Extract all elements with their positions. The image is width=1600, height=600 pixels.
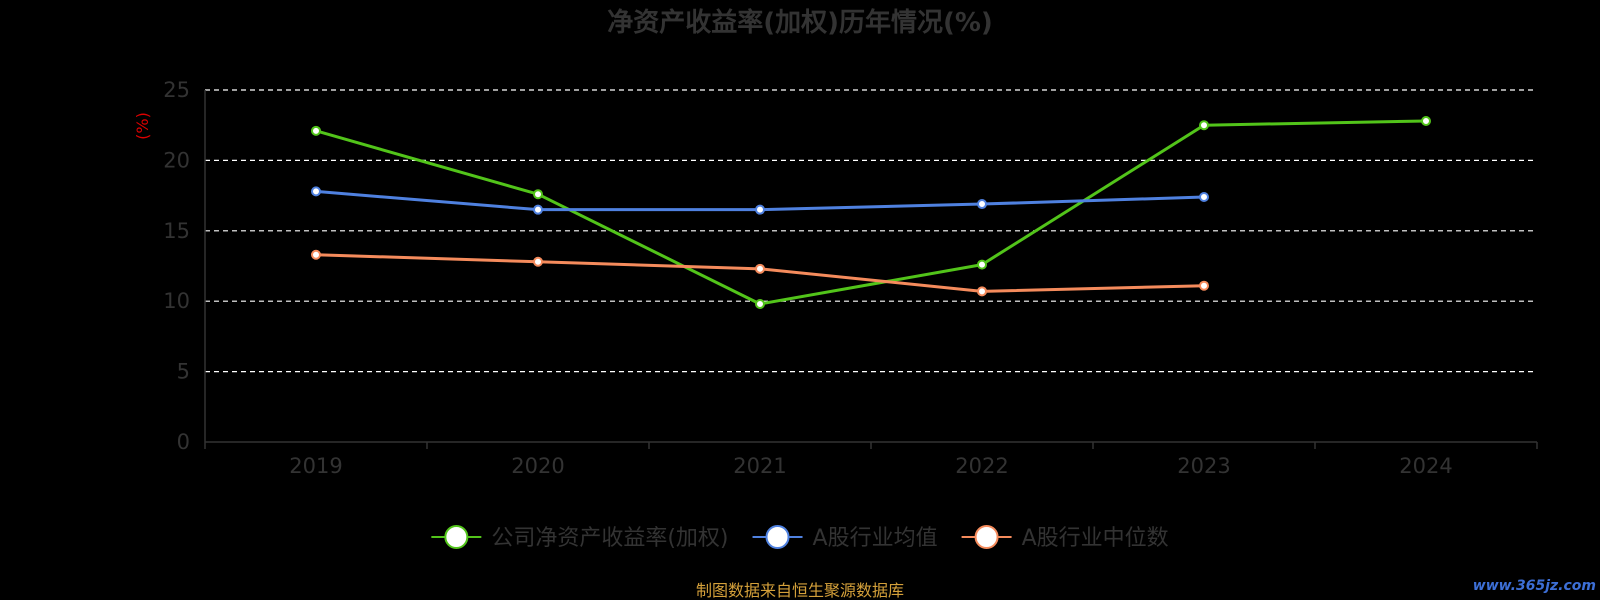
y-tick-label: 0: [177, 430, 190, 454]
legend-marker: [444, 525, 469, 549]
legend-label: 公司净资产收益率(加权): [491, 526, 728, 551]
data-point[interactable]: [311, 186, 321, 197]
data-point[interactable]: [1199, 192, 1209, 203]
data-point[interactable]: [977, 259, 987, 270]
x-tick-label: 2019: [289, 454, 342, 478]
gridlines: [205, 89, 1537, 373]
legend-label: A股行业中位数: [1022, 526, 1169, 551]
legend-marker: [974, 525, 999, 549]
data-point[interactable]: [533, 256, 543, 267]
data-point[interactable]: [1199, 280, 1209, 291]
x-tick-label: 2021: [733, 454, 786, 478]
legend-marker: [765, 525, 790, 549]
site-watermark: www.365jz.com: [1473, 578, 1596, 594]
legend[interactable]: 公司净资产收益率(加权) A股行业均值 A股行业中位数: [431, 525, 1169, 551]
data-point[interactable]: [1421, 115, 1431, 126]
legend-item-2[interactable]: A股行业中位数: [961, 525, 1169, 551]
x-tick-label: 2023: [1177, 454, 1230, 478]
y-tick-label: 15: [163, 219, 190, 243]
data-point[interactable]: [311, 249, 321, 260]
legend-item-0[interactable]: 公司净资产收益率(加权): [431, 525, 729, 551]
series-line-0: [315, 119, 1427, 306]
y-tick-label: 25: [163, 78, 190, 102]
data-point[interactable]: [755, 299, 765, 310]
legend-label: A股行业均值: [813, 526, 938, 551]
data-point[interactable]: [311, 125, 321, 136]
axes: 0 5 10 15 20 25 2019 2020 2021 2022 2023 2024: [163, 78, 1538, 478]
x-tick-label: 2024: [1399, 454, 1452, 478]
legend-item-1[interactable]: A股行业均值: [752, 525, 938, 551]
y-tick-label: 10: [163, 289, 190, 313]
x-tick-label: 2020: [511, 454, 564, 478]
y-tick-label: 20: [163, 148, 190, 172]
data-source-note: 制图数据来自恒生聚源数据库: [696, 581, 904, 600]
chart-title: 净资产收益率(加权)历年情况(%): [607, 7, 993, 38]
data-point[interactable]: [533, 204, 543, 215]
series-lines: [311, 115, 1431, 310]
data-point[interactable]: [755, 204, 765, 215]
data-point[interactable]: [533, 189, 543, 200]
data-point[interactable]: [755, 263, 765, 274]
x-tick-label: 2022: [955, 454, 1008, 478]
data-point[interactable]: [977, 199, 987, 210]
y-tick-label: 5: [177, 360, 190, 384]
data-point[interactable]: [1199, 120, 1209, 131]
y-axis-unit-label: (%): [133, 112, 152, 140]
data-point[interactable]: [977, 286, 987, 297]
